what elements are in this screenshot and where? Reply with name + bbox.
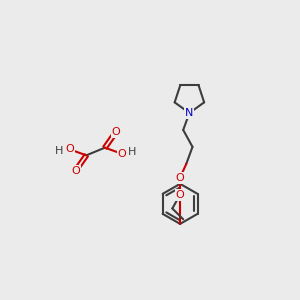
Text: N: N (185, 108, 194, 118)
Text: O: O (111, 127, 120, 137)
Text: H: H (55, 146, 63, 156)
Text: O: O (65, 144, 74, 154)
Text: O: O (118, 149, 126, 159)
Text: H: H (128, 147, 136, 157)
Text: O: O (71, 166, 80, 176)
Text: O: O (176, 173, 184, 183)
Text: O: O (176, 190, 184, 200)
